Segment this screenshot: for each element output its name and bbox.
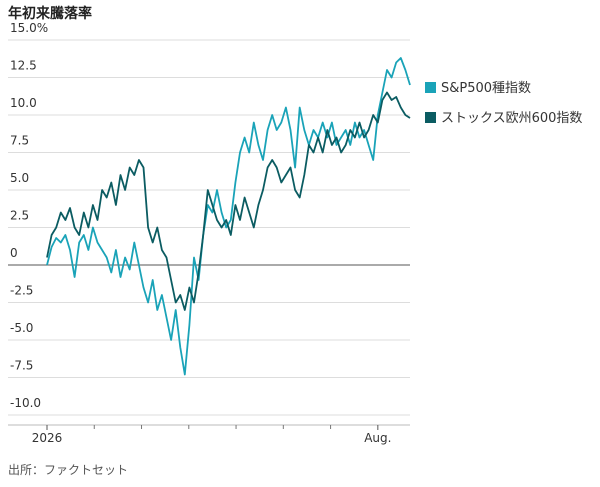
series-line	[46, 57, 411, 376]
chart-title: 年初来騰落率	[8, 5, 92, 22]
y-tick-label: 5.0	[10, 171, 29, 185]
legend-label: ストックス欧州600指数	[441, 111, 582, 126]
y-tick-label: 12.5	[10, 59, 37, 73]
y-tick-label: 15.0%	[10, 21, 48, 35]
source: 出所：ファクトセット	[8, 463, 128, 477]
y-tick-label: -10.0	[10, 396, 41, 410]
y-tick-label: 2.5	[10, 209, 29, 223]
y-tick-label: -5.0	[10, 321, 33, 335]
legend-swatch	[425, 82, 436, 93]
y-tick-label: 10.0	[10, 96, 37, 110]
x-tick-label: Aug.	[364, 431, 391, 445]
legend-swatch	[425, 112, 436, 123]
series-line	[46, 91, 411, 311]
y-tick-label: 0	[10, 246, 18, 260]
legend-label: S&P500種指数	[441, 80, 531, 96]
y-tick-label: 7.5	[10, 134, 29, 148]
y-tick-label: -7.5	[10, 359, 33, 373]
x-tick-label: 2026	[32, 431, 63, 445]
y-tick-label: -2.5	[10, 284, 33, 298]
